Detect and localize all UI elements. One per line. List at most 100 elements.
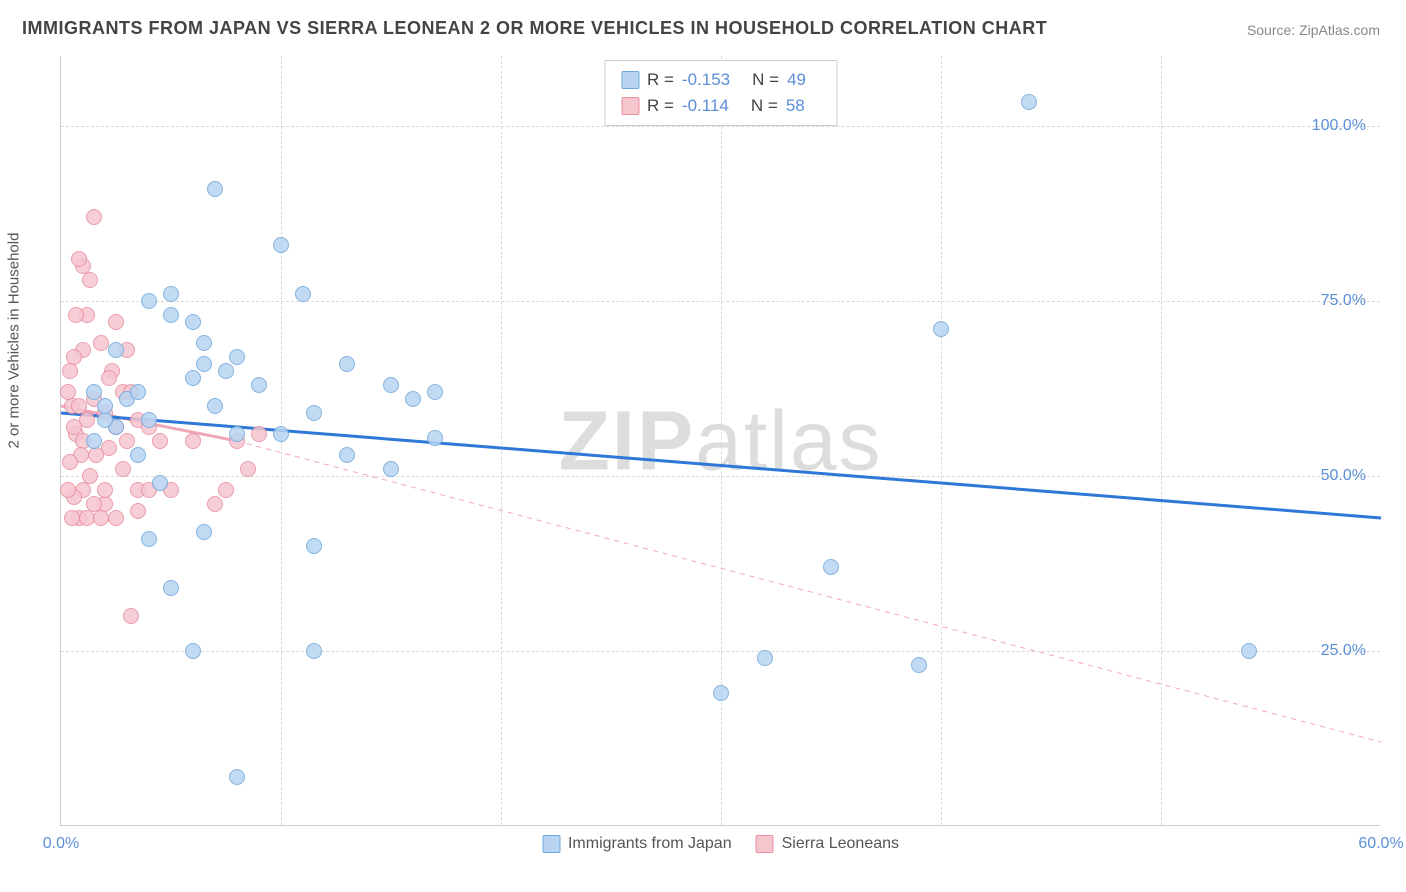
scatter-point <box>218 482 234 498</box>
scatter-point <box>130 503 146 519</box>
scatter-point <box>295 286 311 302</box>
scatter-point <box>405 391 421 407</box>
scatter-point <box>427 430 443 446</box>
y-axis-title: 2 or more Vehicles in Household <box>6 233 23 449</box>
scatter-point <box>207 398 223 414</box>
scatter-point <box>207 496 223 512</box>
scatter-point <box>251 377 267 393</box>
scatter-point <box>306 405 322 421</box>
scatter-point <box>273 237 289 253</box>
scatter-point <box>383 377 399 393</box>
scatter-point <box>130 447 146 463</box>
scatter-point <box>1021 94 1037 110</box>
legend-item: Immigrants from Japan <box>542 835 732 853</box>
scatter-point <box>911 657 927 673</box>
legend-swatch-icon <box>542 835 560 853</box>
scatter-point <box>339 356 355 372</box>
x-tick-label: 0.0% <box>43 835 79 853</box>
legend-swatch-icon <box>756 835 774 853</box>
scatter-point <box>97 398 113 414</box>
scatter-point <box>141 531 157 547</box>
source-attribution: Source: ZipAtlas.com <box>1247 22 1380 38</box>
scatter-point <box>196 335 212 351</box>
scatter-point <box>229 769 245 785</box>
scatter-point <box>64 510 80 526</box>
scatter-point <box>130 384 146 400</box>
scatter-point <box>62 454 78 470</box>
scatter-point <box>141 293 157 309</box>
legend-item: Sierra Leoneans <box>756 835 899 853</box>
n-value: 49 <box>787 67 806 93</box>
scatter-point <box>185 643 201 659</box>
scatter-point <box>108 510 124 526</box>
scatter-point <box>82 272 98 288</box>
scatter-point <box>823 559 839 575</box>
legend-swatch-icon <box>621 97 639 115</box>
scatter-point <box>66 419 82 435</box>
chart-title: IMMIGRANTS FROM JAPAN VS SIERRA LEONEAN … <box>22 18 1047 39</box>
scatter-point <box>86 433 102 449</box>
scatter-point <box>251 426 267 442</box>
scatter-point <box>185 314 201 330</box>
scatter-point <box>757 650 773 666</box>
scatter-point <box>86 209 102 225</box>
scatter-point <box>229 426 245 442</box>
stats-legend-box: R = -0.153 N = 49 R = -0.114 N = 58 <box>604 60 837 126</box>
scatter-point <box>71 398 87 414</box>
scatter-point <box>93 510 109 526</box>
scatter-point <box>108 342 124 358</box>
scatter-point <box>713 685 729 701</box>
scatter-point <box>152 475 168 491</box>
stats-row: R = -0.153 N = 49 <box>621 67 820 93</box>
scatter-point <box>306 538 322 554</box>
chart-plot-area: ZIPatlas 25.0%50.0%75.0%100.0%0.0%60.0% … <box>60 56 1380 826</box>
scatter-point <box>383 461 399 477</box>
scatter-point <box>218 363 234 379</box>
scatter-point <box>196 356 212 372</box>
scatter-point <box>97 482 113 498</box>
scatter-point <box>185 433 201 449</box>
scatter-point <box>1241 643 1257 659</box>
scatter-point <box>163 286 179 302</box>
scatter-point <box>427 384 443 400</box>
scatter-point <box>229 349 245 365</box>
scatter-point <box>141 412 157 428</box>
scatter-point <box>71 251 87 267</box>
scatter-point <box>185 370 201 386</box>
scatter-point <box>240 461 256 477</box>
scatter-point <box>60 384 76 400</box>
scatter-point <box>152 433 168 449</box>
scatter-point <box>93 335 109 351</box>
scatter-point <box>115 461 131 477</box>
r-value: -0.153 <box>682 67 730 93</box>
scatter-point <box>101 370 117 386</box>
legend-label: Immigrants from Japan <box>568 835 732 853</box>
legend-label: Sierra Leoneans <box>782 835 899 853</box>
n-label: N = <box>751 93 778 119</box>
stats-row: R = -0.114 N = 58 <box>621 93 820 119</box>
scatter-point <box>196 524 212 540</box>
scatter-point <box>933 321 949 337</box>
scatter-point <box>68 307 84 323</box>
scatter-point <box>207 181 223 197</box>
r-label: R = <box>647 67 674 93</box>
scatter-point <box>86 384 102 400</box>
scatter-point <box>163 580 179 596</box>
scatter-point <box>123 608 139 624</box>
scatter-point <box>339 447 355 463</box>
scatter-point <box>97 412 113 428</box>
scatter-point <box>273 426 289 442</box>
scatter-point <box>108 314 124 330</box>
legend-swatch-icon <box>621 71 639 89</box>
r-value: -0.114 <box>682 93 729 119</box>
series-legend: Immigrants from Japan Sierra Leoneans <box>542 835 899 853</box>
scatter-point <box>163 307 179 323</box>
n-value: 58 <box>786 93 805 119</box>
scatter-point <box>60 482 76 498</box>
r-label: R = <box>647 93 674 119</box>
scatter-point <box>88 447 104 463</box>
scatter-point <box>119 433 135 449</box>
scatter-point <box>62 363 78 379</box>
n-label: N = <box>752 67 779 93</box>
x-tick-label: 60.0% <box>1358 835 1403 853</box>
